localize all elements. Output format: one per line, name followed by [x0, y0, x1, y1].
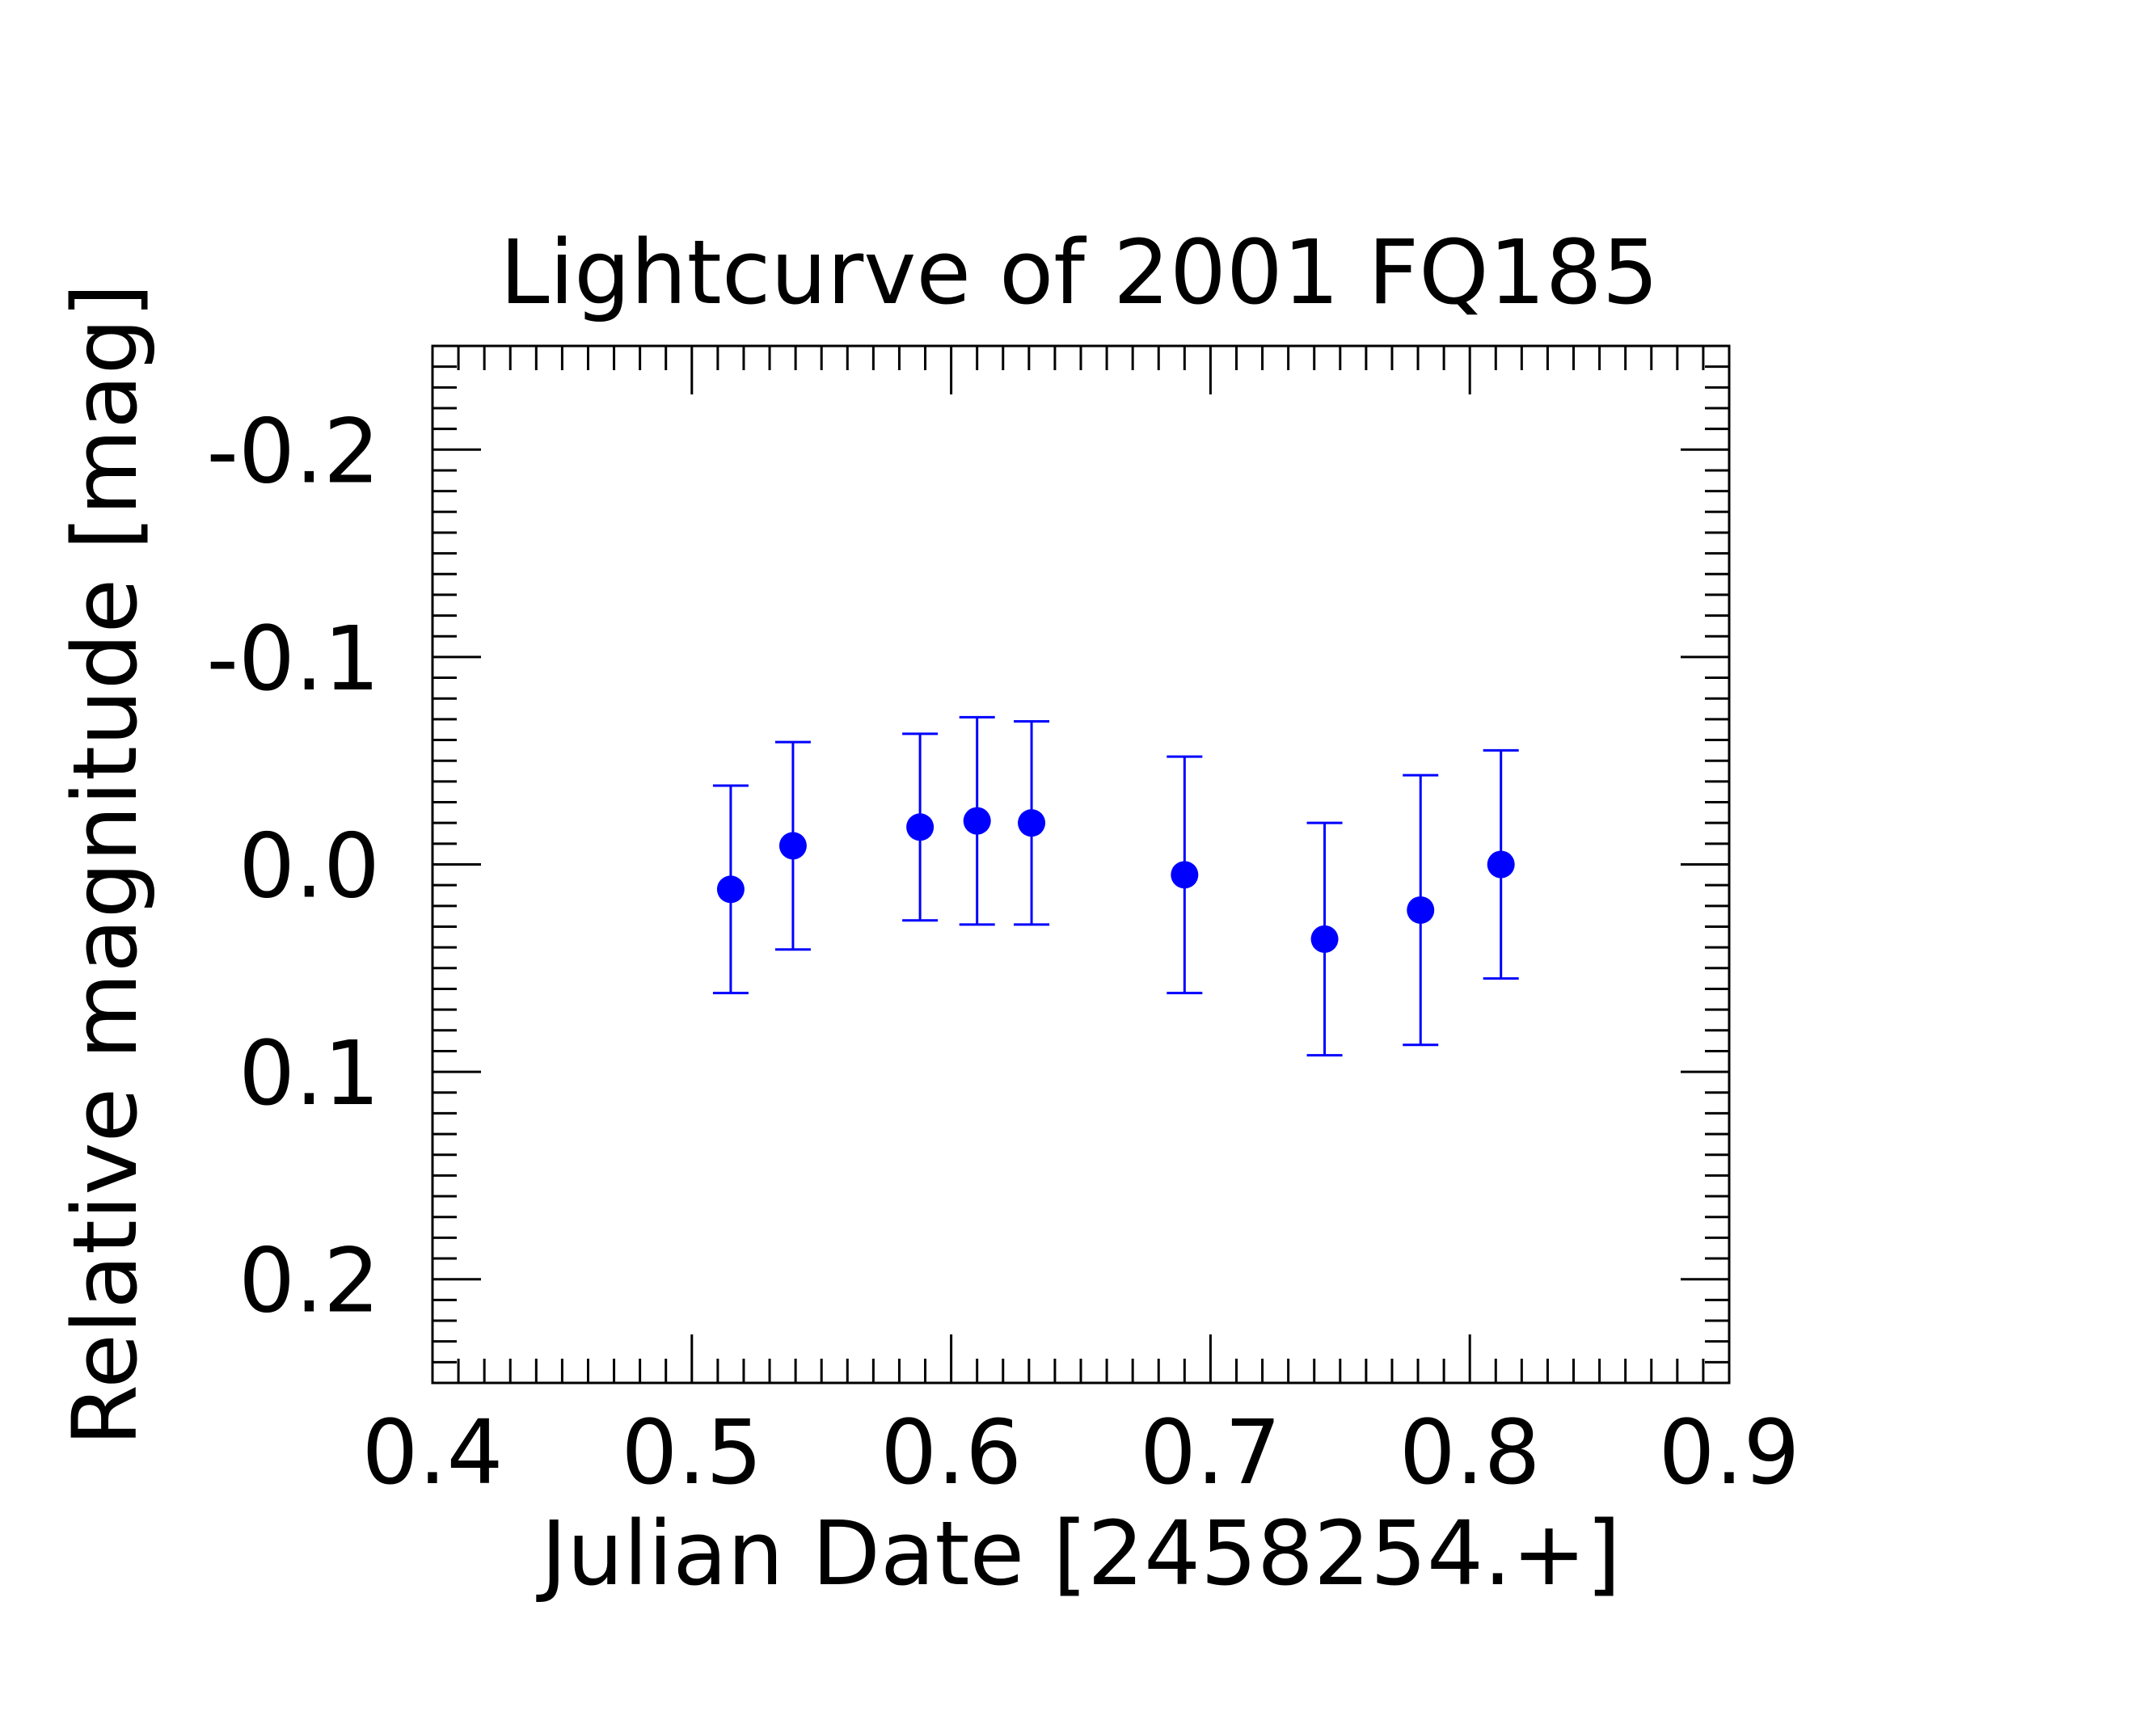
data-point: [778, 832, 807, 860]
chart-title: Lightcurve of 2001 FQ185: [500, 221, 1658, 324]
data-point: [1171, 861, 1199, 889]
x-tick-label: 0.6: [880, 1401, 1022, 1504]
x-tick-label: 0.8: [1399, 1401, 1541, 1504]
y-axis-label: Relative magnitude [mag]: [53, 284, 157, 1447]
y-tick-label: -0.2: [206, 399, 380, 503]
data-point: [1310, 925, 1339, 953]
x-tick-label: 0.9: [1659, 1401, 1800, 1504]
data-point: [716, 875, 745, 904]
data-point: [1018, 809, 1046, 837]
y-tick-label: 0.0: [238, 815, 380, 918]
x-tick-label: 0.4: [362, 1401, 504, 1504]
y-tick-label: 0.1: [238, 1022, 380, 1125]
data-point: [1487, 850, 1515, 879]
y-tick-labels: -0.2 -0.1 0.0 0.1 0.2: [206, 399, 380, 1332]
x-axis-label: Julian Date [2458254.+]: [536, 1502, 1621, 1605]
data-points: [716, 807, 1515, 953]
y-tick-label: 0.2: [238, 1229, 380, 1333]
data-point: [1407, 896, 1435, 924]
x-tick-label: 0.5: [621, 1401, 762, 1504]
y-tick-label: -0.1: [206, 607, 380, 710]
x-tick-labels: 0.4 0.5 0.6 0.7 0.8 0.9: [362, 1401, 1800, 1504]
data-point: [963, 807, 991, 835]
data-point: [906, 813, 935, 841]
x-tick-label: 0.7: [1140, 1401, 1281, 1504]
axis-ticks: [431, 344, 1731, 1385]
plot-frame: [431, 344, 1731, 1385]
